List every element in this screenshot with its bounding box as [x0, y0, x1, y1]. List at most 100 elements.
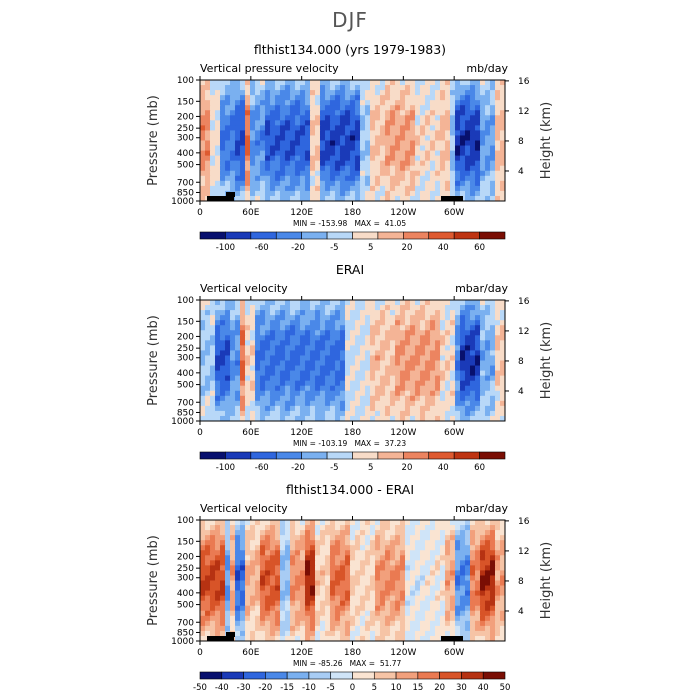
field-cell	[460, 300, 466, 306]
field-cell	[205, 345, 211, 352]
field-cell	[370, 610, 376, 617]
field-cell	[450, 95, 456, 101]
field-cell	[495, 345, 501, 352]
field-cell	[400, 335, 406, 341]
field-cell	[255, 550, 261, 556]
field-cell	[495, 535, 501, 541]
field-cell	[475, 585, 481, 592]
field-cell	[435, 600, 441, 607]
field-cell	[240, 180, 246, 187]
field-cell	[335, 545, 341, 551]
field-cell	[280, 95, 286, 101]
field-cell	[235, 585, 241, 592]
field-cell	[330, 395, 336, 402]
field-cell	[205, 325, 211, 331]
field-cell	[285, 630, 291, 637]
field-cell	[480, 130, 486, 137]
field-cell	[315, 585, 321, 592]
field-cell	[315, 340, 321, 346]
field-cell	[240, 350, 246, 357]
field-cell	[275, 610, 281, 617]
field-cell	[310, 400, 316, 407]
field-cell	[370, 335, 376, 341]
field-cell	[400, 85, 406, 91]
field-cell	[415, 620, 421, 627]
field-cell	[290, 540, 296, 546]
field-cell	[280, 105, 286, 111]
field-cell	[320, 525, 326, 531]
field-cell	[400, 325, 406, 331]
field-cell	[200, 135, 206, 142]
field-cell	[410, 625, 416, 632]
field-cell	[285, 590, 291, 597]
field-cell	[455, 390, 461, 397]
field-cell	[250, 120, 256, 126]
field-cell	[405, 165, 411, 172]
field-cell	[200, 90, 206, 96]
field-cell	[320, 375, 326, 382]
field-cell	[225, 395, 231, 402]
field-cell	[310, 320, 316, 326]
field-cell	[240, 90, 246, 96]
field-cell	[285, 355, 291, 362]
field-cell	[485, 540, 491, 546]
field-cell	[435, 620, 441, 627]
field-cell	[230, 370, 236, 377]
field-cell	[215, 155, 221, 162]
field-cell	[260, 110, 266, 116]
field-cell	[385, 560, 391, 566]
field-cell	[445, 355, 451, 362]
field-cell	[310, 145, 316, 152]
field-cell	[280, 390, 286, 397]
field-cell	[330, 370, 336, 377]
field-cell	[240, 80, 246, 86]
field-cell	[405, 580, 411, 587]
field-cell	[380, 95, 386, 101]
field-cell	[330, 355, 336, 362]
field-cell	[305, 550, 311, 556]
field-cell	[420, 395, 426, 402]
field-cell	[300, 380, 306, 387]
field-cell	[305, 540, 311, 546]
field-cell	[435, 570, 441, 577]
field-cell	[260, 305, 266, 311]
field-cell	[375, 400, 381, 407]
field-cell	[415, 580, 421, 587]
field-cell	[335, 85, 341, 91]
field-cell	[365, 300, 371, 306]
field-cell	[285, 585, 291, 592]
field-cell	[445, 175, 451, 182]
field-cell	[470, 155, 476, 162]
field-cell	[415, 300, 421, 306]
field-cell	[205, 535, 211, 541]
field-cell	[330, 605, 336, 612]
field-cell	[285, 125, 291, 132]
field-cell	[235, 170, 241, 177]
field-cell	[280, 410, 286, 417]
field-cell	[335, 300, 341, 306]
field-cell	[440, 560, 446, 566]
field-cell	[465, 365, 471, 372]
field-cell	[245, 145, 251, 152]
field-cell	[450, 600, 456, 607]
field-cell	[280, 395, 286, 402]
field-cell	[400, 545, 406, 551]
field-cell	[390, 115, 396, 121]
field-cell	[205, 180, 211, 187]
field-cell	[265, 535, 271, 541]
field-cell	[360, 360, 366, 367]
field-cell	[480, 530, 486, 536]
field-cell	[495, 410, 501, 417]
field-cell	[365, 535, 371, 541]
field-cell	[235, 540, 241, 546]
field-cell	[440, 400, 446, 407]
field-cell	[405, 160, 411, 167]
field-cell	[250, 615, 256, 622]
field-cell	[440, 590, 446, 597]
field-cell	[270, 365, 276, 372]
field-cell	[345, 320, 351, 326]
field-cell	[225, 330, 231, 336]
field-cell	[295, 345, 301, 352]
field-cell	[330, 345, 336, 352]
field-cell	[320, 635, 326, 641]
